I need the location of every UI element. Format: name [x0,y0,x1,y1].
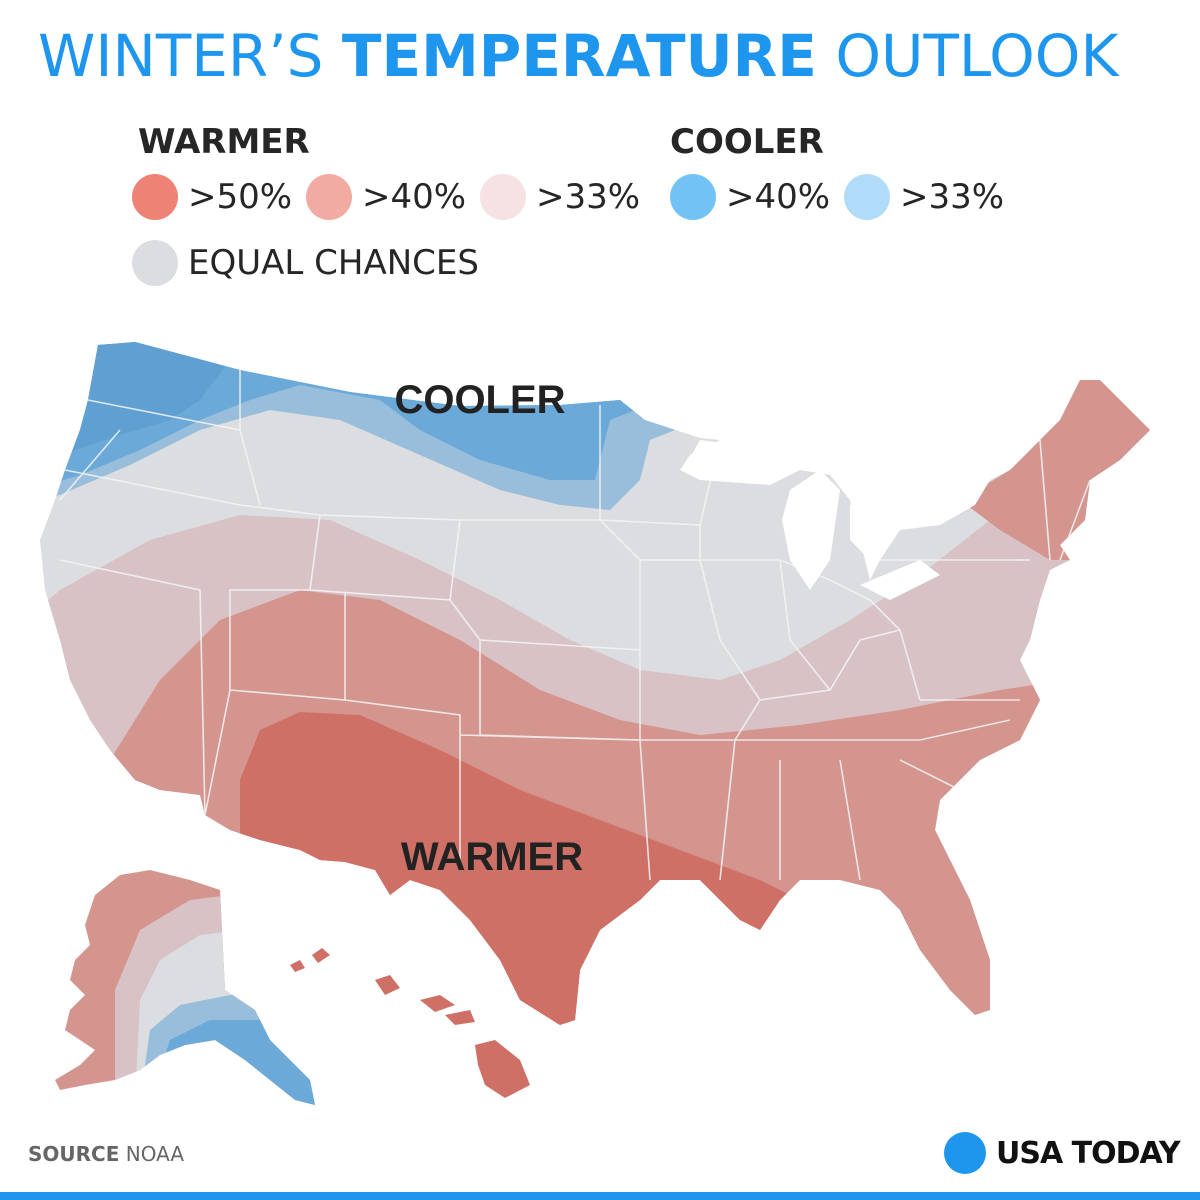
map-label-cooler: COOLER [394,378,565,422]
legend-swatch [132,240,178,286]
source-value: NOAA [125,1142,185,1166]
legend-label: EQUAL CHANCES [188,243,479,283]
legend-label: >33% [900,177,1005,217]
legend-item-warmer-50: >50% [132,174,292,220]
legend-swatch [480,174,526,220]
legend-swatch [132,174,178,220]
page-title: WINTER’S TEMPERATURE OUTLOOK [38,22,1119,90]
outlook-map: COOLER WARMER [40,342,1150,1105]
title-part-3: OUTLOOK [816,22,1119,90]
legend-item-cooler-40: >40% [670,174,830,220]
legend-item-equal-chances: EQUAL CHANCES [132,240,479,286]
brand-name: USA TODAY [996,1135,1181,1171]
brand-logo: USA TODAY [944,1132,1181,1174]
legend-label: >33% [536,177,641,217]
legend-label: >40% [362,177,467,217]
source-credit: SOURCE NOAA [28,1142,184,1166]
great-lakes [690,440,940,600]
legend-item-warmer-33: >33% [480,174,640,220]
legend-swatch [306,174,352,220]
title-part-2: TEMPERATURE [341,22,817,90]
legend-cooler-heading: COOLER [670,122,824,162]
bottom-accent-bar [0,1192,1200,1200]
legend-item-cooler-33: >33% [844,174,1004,220]
hawaii [290,948,530,1098]
title-part-1: WINTER’S [38,22,342,90]
source-label: SOURCE [28,1142,120,1166]
band-warmer-50 [240,712,800,1025]
legend-swatch [670,174,716,220]
legend-label: >50% [188,177,293,217]
alaska [55,870,315,1105]
legend-warmer-heading: WARMER [138,122,310,162]
map-label-warmer: WARMER [401,835,583,879]
legend-swatch [844,174,890,220]
legend-item-warmer-40: >40% [306,174,466,220]
legend-label: >40% [726,177,831,217]
brand-dot-icon [944,1132,986,1174]
